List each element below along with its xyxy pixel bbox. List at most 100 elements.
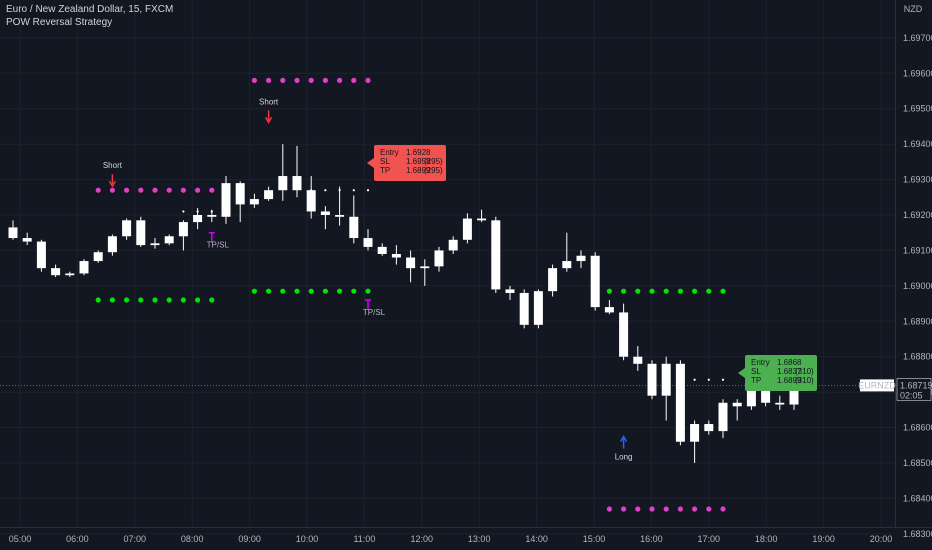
candle-body <box>477 218 487 221</box>
box-row-label: Entry <box>751 358 770 367</box>
time-tick: 10:00 <box>296 534 319 544</box>
box-row-label: TP <box>380 166 390 175</box>
strategy-dot <box>322 77 328 83</box>
box-row-price: 1.6928 <box>406 148 431 157</box>
time-tick: 13:00 <box>468 534 491 544</box>
box-row-price: 1.6899 <box>406 166 431 175</box>
strategy-dot <box>180 297 186 303</box>
candle-body <box>746 377 756 407</box>
candle-body <box>732 402 742 407</box>
candle-body <box>633 356 643 364</box>
strategy-dot <box>649 288 655 294</box>
last-price-tag <box>896 378 932 401</box>
candle-body <box>576 255 586 262</box>
box-row-price: 1.6868 <box>777 358 802 367</box>
entry-dot <box>679 378 682 381</box>
strategy-dot <box>251 77 257 83</box>
candle-body <box>193 215 203 223</box>
candle-body <box>320 211 330 216</box>
price-tick: 1.69100 <box>903 245 932 255</box>
strategy-dot <box>692 288 698 294</box>
long-trade-box[interactable]: Entry 1.6868 SL 1.6837(310) TP 1.6899(310) <box>738 355 817 391</box>
candle-body <box>406 257 416 269</box>
strategy-dot <box>606 288 613 294</box>
candle-body <box>264 190 274 200</box>
candle-body <box>505 289 515 293</box>
strategy-dot <box>337 288 343 294</box>
box-row-label: SL <box>751 367 761 376</box>
candle-body <box>590 255 600 308</box>
time-tick: 09:00 <box>238 534 261 544</box>
long-signal-label: Long <box>615 453 633 462</box>
candle-body <box>292 176 302 191</box>
candle-body <box>249 199 259 205</box>
tp-marker-label: TP/SL <box>363 308 386 317</box>
candle-body <box>789 381 799 405</box>
strategy-dot <box>266 288 272 294</box>
strategy-dot <box>692 506 698 512</box>
strategy-dot <box>720 288 726 294</box>
entry-dot <box>665 378 668 381</box>
box-row-pips: (310) <box>795 376 814 385</box>
price-axis[interactable]: NZD 1.69700 1.69600 1.69500 1.69400 1.69300 1.… <box>858 0 932 550</box>
candle-body <box>562 261 572 269</box>
strategy-dot <box>124 297 130 303</box>
strategy-dot <box>180 187 186 193</box>
strategy-dot <box>109 297 115 303</box>
time-tick: 17:00 <box>698 534 721 544</box>
price-tick: 1.69200 <box>903 210 932 220</box>
time-axis[interactable]: 05:00 06:00 07:00 08:00 09:00 10:00 11:00 12:00… <box>0 527 932 545</box>
symbol-tag <box>860 379 894 392</box>
candle-body <box>178 222 188 237</box>
time-tick: 20:00 <box>870 534 893 544</box>
short-signal-label: Short <box>259 97 279 106</box>
entry-dot <box>366 189 370 192</box>
strategy-dot <box>322 288 328 294</box>
indicator-name[interactable]: POW Reversal Strategy <box>6 17 113 28</box>
candle-body <box>675 363 685 442</box>
time-tick: 05:00 <box>9 534 32 544</box>
box-row-label: SL <box>380 157 390 166</box>
strategy-dot <box>166 297 172 303</box>
entry-dot <box>196 210 199 213</box>
candle-body <box>363 238 373 247</box>
entry-dot <box>352 189 355 192</box>
strategy-dot <box>209 297 215 303</box>
entry-dot <box>707 378 710 381</box>
strategy-dot <box>308 288 314 294</box>
short-trade-box[interactable]: Entry 1.6928 SL 1.6958(295) TP 1.6899(295) <box>367 145 446 181</box>
box-pointer <box>738 368 745 378</box>
candle-body <box>420 266 430 269</box>
entry-dot <box>310 189 313 192</box>
strategy-dot <box>351 288 357 294</box>
long-arrowhead-icon <box>619 435 628 443</box>
strategy-dot <box>635 506 641 512</box>
candle-body <box>22 238 32 242</box>
strategy-dot <box>365 288 371 294</box>
candle-body <box>533 291 543 325</box>
candle-body <box>548 268 558 292</box>
last-price-value: 1.68719 <box>900 380 932 390</box>
box-row-label: Entry <box>380 148 399 157</box>
entry-dot <box>693 378 696 381</box>
strategy-dot <box>663 506 669 512</box>
time-tick: 08:00 <box>181 534 204 544</box>
time-tick: 15:00 <box>583 534 606 544</box>
candle-body <box>775 402 785 405</box>
strategy-dot <box>294 288 300 294</box>
time-tick: 12:00 <box>411 534 434 544</box>
time-tick: 14:00 <box>525 534 548 544</box>
strategy-dot <box>138 187 144 193</box>
strategy-dot <box>266 77 272 83</box>
entry-dot <box>324 189 327 192</box>
short-signal-label: Short <box>103 161 123 170</box>
strategy-dot <box>251 288 257 294</box>
short-arrowhead-icon <box>108 180 117 188</box>
candle-body <box>8 227 18 239</box>
candle-body <box>434 250 444 267</box>
price-tick: 1.69500 <box>903 104 932 114</box>
price-tick: 1.69000 <box>903 281 932 291</box>
